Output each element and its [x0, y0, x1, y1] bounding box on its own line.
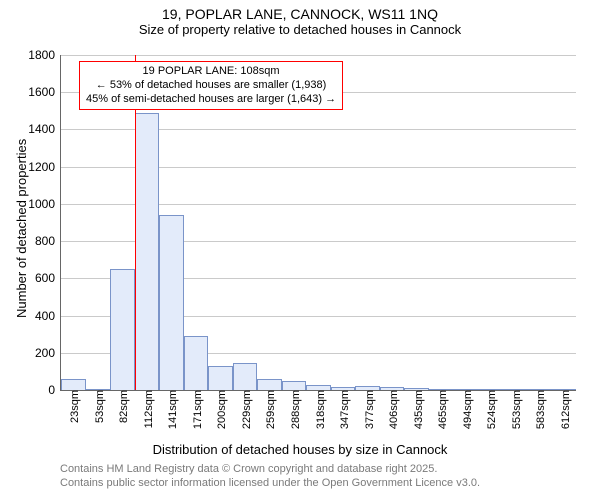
x-tick-label: 583sqm — [531, 390, 547, 429]
x-tick-label: 82sqm — [114, 390, 130, 423]
histogram-bar — [257, 379, 282, 390]
y-tick-label: 200 — [35, 346, 61, 360]
x-tick-label: 494sqm — [458, 390, 474, 429]
x-axis-label: Distribution of detached houses by size … — [0, 442, 600, 457]
x-tick-label: 553sqm — [507, 390, 523, 429]
x-tick-label: 200sqm — [212, 390, 228, 429]
x-tick-label: 53sqm — [90, 390, 106, 423]
y-tick-label: 800 — [35, 234, 61, 248]
y-tick-label: 1000 — [28, 197, 61, 211]
x-tick-label: 406sqm — [384, 390, 400, 429]
y-tick-label: 1400 — [28, 122, 61, 136]
y-tick-label: 600 — [35, 271, 61, 285]
annotation-line: 45% of semi-detached houses are larger (… — [86, 93, 336, 107]
x-tick-label: 318sqm — [311, 390, 327, 429]
x-tick-label: 112sqm — [139, 390, 155, 428]
annotation-line: 19 POPLAR LANE: 108sqm — [86, 65, 336, 79]
plot-area: 02004006008001000120014001600180023sqm53… — [60, 55, 576, 391]
x-tick-label: 171sqm — [188, 390, 204, 429]
gridline — [61, 55, 576, 56]
x-tick-label: 347sqm — [335, 390, 351, 429]
footnote-2: Contains public sector information licen… — [60, 477, 480, 489]
chart-subtitle: Size of property relative to detached ho… — [0, 22, 600, 37]
histogram-bar — [135, 113, 160, 390]
x-tick-label: 612sqm — [556, 390, 572, 429]
x-tick-label: 377sqm — [360, 390, 376, 429]
annotation-line: ← 53% of detached houses are smaller (1,… — [86, 79, 336, 93]
footnote-1: Contains HM Land Registry data © Crown c… — [60, 463, 437, 475]
x-tick-label: 465sqm — [433, 390, 449, 429]
x-tick-label: 23sqm — [65, 390, 81, 423]
histogram-bar — [208, 366, 233, 390]
annotation-box: 19 POPLAR LANE: 108sqm← 53% of detached … — [79, 61, 343, 110]
y-tick-label: 400 — [35, 309, 61, 323]
histogram-bar — [184, 336, 209, 390]
x-tick-label: 141sqm — [163, 390, 179, 429]
histogram-bar — [110, 269, 135, 390]
y-tick-label: 1600 — [28, 85, 61, 99]
x-tick-label: 524sqm — [482, 390, 498, 429]
histogram-bar — [233, 363, 258, 390]
chart-title: 19, POPLAR LANE, CANNOCK, WS11 1NQ — [0, 0, 600, 22]
histogram-bar — [159, 215, 184, 390]
y-tick-label: 1200 — [28, 160, 61, 174]
y-axis-label: Number of detached properties — [14, 138, 29, 317]
x-tick-label: 229sqm — [237, 390, 253, 429]
histogram-bar — [282, 381, 307, 390]
x-tick-label: 435sqm — [409, 390, 425, 429]
x-tick-label: 288sqm — [286, 390, 302, 429]
y-tick-label: 0 — [48, 383, 61, 397]
histogram-bar — [61, 379, 86, 390]
x-tick-label: 259sqm — [261, 390, 277, 429]
y-tick-label: 1800 — [28, 48, 61, 62]
